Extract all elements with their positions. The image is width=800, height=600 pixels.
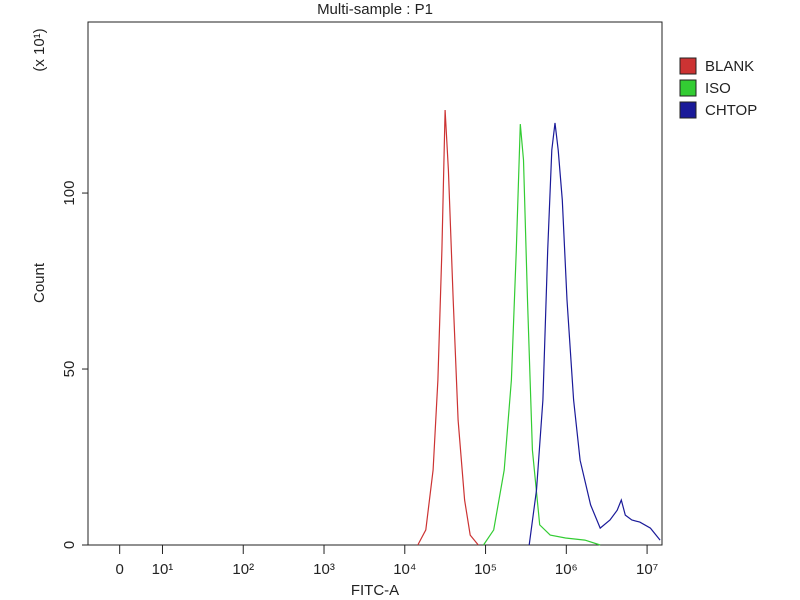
y-axis-label: Count [31, 262, 48, 303]
legend-swatch [679, 57, 697, 75]
x-tick-label: 10² [232, 561, 254, 578]
x-tick-label: 10¹ [152, 561, 174, 578]
legend-swatch [679, 79, 697, 97]
legend-label: CHTOP [705, 102, 757, 119]
histogram-line [417, 109, 479, 546]
y-tick-label: 100 [61, 181, 78, 206]
legend-label: BLANK [705, 58, 754, 75]
legend-swatch [679, 101, 697, 119]
chart-title: Multi-sample : P1 [317, 1, 433, 18]
x-tick-label: 10³ [313, 561, 335, 578]
x-tick-label: 10⁵ [474, 561, 497, 578]
x-tick-label: 10⁷ [636, 561, 658, 578]
y-tick-label: 50 [61, 361, 78, 378]
y-multiplier: (x 10¹) [31, 28, 48, 71]
x-tick-label: 0 [116, 561, 124, 578]
x-tick-label: 10⁶ [555, 561, 578, 578]
histogram-line [483, 124, 601, 546]
x-axis-label: FITC-A [351, 582, 399, 599]
legend-label: ISO [705, 80, 731, 97]
y-tick-label: 0 [61, 541, 78, 549]
plot-frame [87, 21, 663, 546]
x-tick-label: 10⁴ [393, 561, 416, 578]
histogram-line [528, 122, 661, 546]
